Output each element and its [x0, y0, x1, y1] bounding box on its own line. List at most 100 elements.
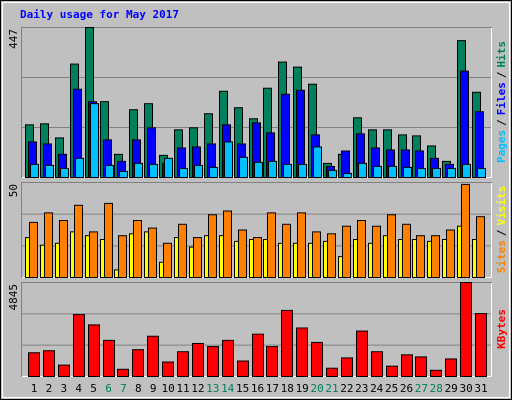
bar — [283, 163, 292, 178]
x-tick-label: 12 — [191, 382, 204, 395]
bar — [239, 156, 248, 178]
bar — [477, 167, 486, 178]
bar — [311, 341, 323, 377]
legend: Sites / Visits — [495, 186, 508, 274]
bar — [297, 212, 306, 278]
bar — [192, 342, 204, 378]
bar — [447, 167, 456, 178]
bar — [431, 235, 440, 278]
bar — [59, 220, 68, 278]
bar — [238, 229, 247, 278]
bar — [179, 167, 188, 178]
bar — [475, 111, 484, 178]
x-tick-label: 11 — [176, 382, 189, 395]
legend-entry: Hits — [495, 41, 508, 68]
x-tick-label: 13 — [206, 382, 219, 395]
x-tick-label: 16 — [251, 382, 264, 395]
x-tick-label: 8 — [135, 382, 142, 395]
bar — [103, 339, 115, 377]
bar — [28, 352, 40, 377]
bar — [44, 212, 53, 278]
bar — [134, 162, 143, 178]
bar — [118, 235, 127, 278]
y-tick-label: 447 — [7, 29, 20, 49]
x-tick-label: 24 — [370, 382, 384, 395]
legend-separator: / — [495, 71, 508, 78]
x-tick-label: 25 — [385, 382, 398, 395]
bar — [75, 157, 84, 178]
bar — [416, 235, 425, 278]
bar — [267, 212, 276, 278]
bar — [445, 358, 457, 377]
legend: Pages / Files / Hits — [495, 41, 508, 163]
bar — [133, 220, 142, 278]
bar — [357, 220, 366, 278]
bar — [327, 233, 336, 279]
bar — [207, 346, 219, 377]
bar — [388, 165, 397, 179]
bar — [462, 163, 471, 178]
bar — [45, 164, 54, 179]
legend-entry: Sites — [495, 240, 508, 273]
bar — [403, 166, 412, 179]
bar — [281, 309, 293, 377]
x-tick-label: 2 — [46, 382, 53, 395]
legend-entry: KBytes — [495, 309, 508, 349]
bar — [254, 161, 263, 178]
bar — [432, 167, 441, 178]
bar — [268, 160, 277, 179]
x-tick-label: 4 — [75, 382, 82, 395]
bar — [74, 204, 83, 278]
legend-entry: Visits — [495, 186, 508, 226]
bar — [132, 349, 144, 378]
bar — [178, 223, 187, 279]
bar — [104, 202, 113, 278]
x-tick-label: 15 — [236, 382, 249, 395]
bar — [147, 335, 159, 378]
x-tick-label: 21 — [325, 382, 338, 395]
bar — [252, 333, 264, 377]
legend-entry: Files — [495, 82, 508, 115]
bar — [373, 165, 382, 179]
bar — [266, 346, 278, 377]
bar — [313, 146, 322, 179]
x-tick-label: 26 — [400, 382, 413, 395]
bar — [162, 361, 174, 378]
bar — [90, 103, 99, 178]
x-tick-label: 19 — [296, 382, 309, 395]
bar — [43, 350, 55, 377]
chart-title: Daily usage for May 2017 — [20, 8, 179, 21]
bar — [194, 164, 203, 179]
bar — [209, 166, 218, 179]
bar — [326, 367, 338, 378]
bar — [177, 351, 189, 378]
x-tick-label: 23 — [355, 382, 368, 395]
x-tick-label: 27 — [415, 382, 428, 395]
x-tick-label: 31 — [474, 382, 487, 395]
bar — [223, 210, 232, 278]
bar — [461, 183, 470, 278]
bar — [475, 313, 487, 378]
x-tick-label: 17 — [266, 382, 279, 395]
x-tick-label: 9 — [150, 382, 157, 395]
x-tick-label: 5 — [90, 382, 97, 395]
x-tick-label: 28 — [430, 382, 443, 395]
x-tick-label: 22 — [340, 382, 353, 395]
bar — [237, 360, 249, 377]
bar — [343, 172, 352, 179]
x-tick-label: 10 — [161, 382, 174, 395]
legend-separator: / — [495, 119, 508, 126]
x-tick-label: 18 — [281, 382, 294, 395]
bar — [387, 214, 396, 279]
bar — [208, 214, 217, 279]
bar — [148, 227, 157, 279]
bar — [401, 354, 413, 377]
bar — [222, 339, 234, 377]
bar — [88, 324, 100, 377]
bar — [282, 223, 291, 279]
bar — [296, 327, 308, 378]
x-tick-label: 14 — [221, 382, 235, 395]
bar — [298, 163, 307, 178]
